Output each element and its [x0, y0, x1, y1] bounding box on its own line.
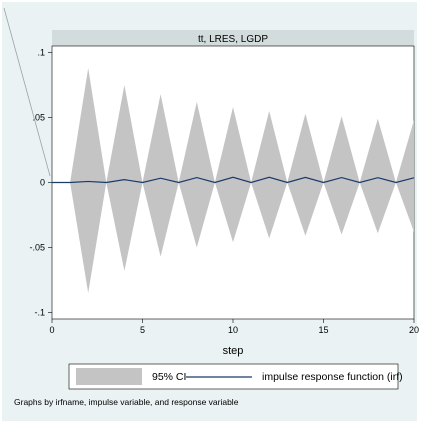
- legend-label-ci: 95% CI: [152, 371, 186, 383]
- y-tick-label: .05: [32, 113, 45, 123]
- legend-swatch-ci: [76, 368, 142, 385]
- y-tick-label: -.05: [29, 243, 45, 253]
- background-diagonal-line: [3, 7, 51, 177]
- x-tick-label: 20: [409, 325, 419, 335]
- subplot-title-strip: [52, 30, 414, 46]
- ci-band: [52, 68, 414, 293]
- x-axis-title: step: [223, 345, 244, 357]
- y-tick-label: 0: [40, 178, 45, 188]
- x-tick-label: 10: [228, 325, 238, 335]
- irf-line: [52, 176, 415, 184]
- y-tick-label: -.1: [34, 308, 45, 318]
- subplot-title: tt, LRES, LGDP: [198, 34, 268, 45]
- irf-line-layer: [52, 176, 415, 184]
- confidence-band-layer: [52, 68, 414, 293]
- x-tick-label: 5: [140, 325, 145, 335]
- graph-note: Graphs by irfname, impulse variable, and…: [14, 397, 239, 407]
- x-tick-label: 0: [49, 325, 54, 335]
- axes-layer: .1 .05 0 -.05 -.1 0 5 10 15 20: [29, 48, 419, 336]
- x-tick-label: 15: [318, 325, 328, 335]
- legend-label-irf: impulse response function (irf): [262, 371, 403, 383]
- y-tick-label: .1: [37, 48, 45, 58]
- legend: 95% CI impulse response function (irf): [68, 363, 403, 390]
